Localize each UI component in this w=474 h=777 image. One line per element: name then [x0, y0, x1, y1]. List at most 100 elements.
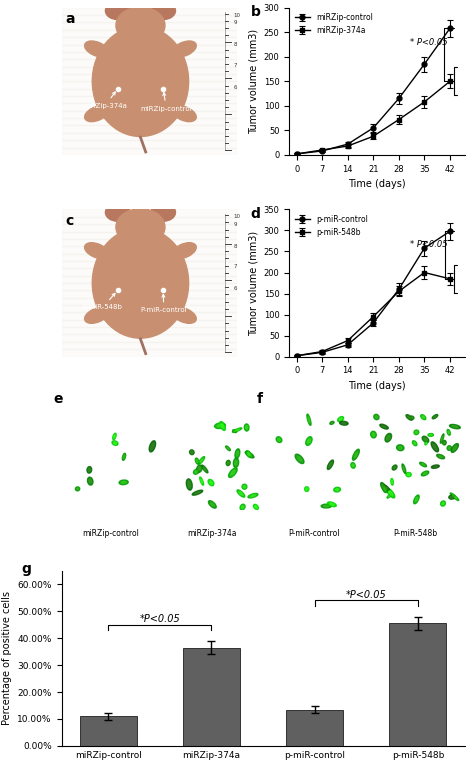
Ellipse shape: [193, 469, 199, 474]
Bar: [62, 52, 237, 59]
X-axis label: Time (days): Time (days): [348, 381, 406, 391]
Ellipse shape: [195, 470, 198, 473]
Ellipse shape: [407, 473, 410, 476]
Bar: [62, 246, 237, 253]
Ellipse shape: [228, 468, 237, 478]
Ellipse shape: [199, 457, 205, 464]
Text: 6: 6: [233, 287, 237, 291]
Ellipse shape: [329, 503, 334, 506]
Bar: [62, 67, 237, 74]
Text: P-miR-control: P-miR-control: [288, 529, 340, 538]
Ellipse shape: [383, 486, 388, 493]
Text: P-miR-548b: P-miR-548b: [82, 294, 122, 311]
Bar: [62, 224, 237, 232]
Ellipse shape: [440, 434, 444, 443]
Ellipse shape: [441, 501, 446, 506]
Ellipse shape: [226, 460, 230, 465]
Ellipse shape: [406, 472, 411, 477]
Ellipse shape: [387, 494, 392, 498]
Bar: [62, 140, 237, 148]
Ellipse shape: [235, 461, 237, 465]
Ellipse shape: [297, 457, 302, 462]
Ellipse shape: [308, 417, 310, 423]
Ellipse shape: [191, 451, 193, 454]
Ellipse shape: [433, 444, 437, 449]
Ellipse shape: [85, 308, 109, 323]
Ellipse shape: [116, 209, 165, 246]
Ellipse shape: [389, 491, 393, 496]
Ellipse shape: [448, 447, 450, 449]
Ellipse shape: [203, 467, 206, 471]
Ellipse shape: [188, 482, 191, 487]
Ellipse shape: [392, 465, 397, 470]
Ellipse shape: [246, 426, 248, 429]
Bar: [62, 217, 237, 224]
Ellipse shape: [307, 439, 310, 443]
Bar: [62, 298, 237, 305]
Text: c: c: [65, 214, 73, 228]
Text: P-miR-548b: P-miR-548b: [393, 529, 438, 538]
Text: g: g: [21, 562, 31, 576]
Bar: [62, 125, 237, 133]
Ellipse shape: [393, 466, 396, 469]
Ellipse shape: [441, 436, 443, 441]
Ellipse shape: [383, 485, 390, 490]
Ellipse shape: [324, 505, 329, 507]
Ellipse shape: [237, 490, 245, 497]
Ellipse shape: [351, 462, 355, 469]
Text: 7: 7: [233, 63, 237, 68]
Ellipse shape: [114, 435, 115, 438]
Legend: p-miR-control, p-miR-548b: p-miR-control, p-miR-548b: [293, 213, 370, 238]
Ellipse shape: [434, 416, 437, 418]
Ellipse shape: [226, 446, 230, 451]
Ellipse shape: [306, 437, 312, 445]
Ellipse shape: [306, 488, 308, 490]
Text: b: b: [251, 5, 261, 19]
Ellipse shape: [410, 417, 413, 419]
Ellipse shape: [231, 470, 235, 475]
Ellipse shape: [375, 416, 378, 418]
Ellipse shape: [382, 426, 386, 428]
Bar: [62, 74, 237, 82]
Ellipse shape: [321, 504, 331, 508]
Ellipse shape: [88, 469, 91, 472]
Ellipse shape: [113, 434, 116, 440]
Ellipse shape: [425, 441, 428, 444]
Ellipse shape: [339, 418, 342, 420]
Ellipse shape: [198, 467, 201, 471]
Y-axis label: Percentage of positive cells: Percentage of positive cells: [2, 591, 12, 726]
Ellipse shape: [210, 503, 214, 507]
Ellipse shape: [428, 434, 433, 437]
Ellipse shape: [412, 441, 417, 446]
Ellipse shape: [195, 491, 200, 494]
Ellipse shape: [413, 442, 416, 444]
Ellipse shape: [196, 460, 198, 462]
Ellipse shape: [444, 441, 445, 444]
Ellipse shape: [336, 489, 339, 491]
Ellipse shape: [255, 506, 257, 508]
Ellipse shape: [397, 444, 404, 451]
Ellipse shape: [331, 422, 333, 423]
Ellipse shape: [210, 481, 212, 484]
Ellipse shape: [227, 462, 229, 465]
Ellipse shape: [402, 464, 406, 473]
Ellipse shape: [423, 472, 427, 475]
Ellipse shape: [242, 484, 247, 490]
Ellipse shape: [172, 242, 196, 259]
Ellipse shape: [410, 416, 414, 420]
Ellipse shape: [85, 242, 109, 259]
Ellipse shape: [388, 495, 391, 497]
Ellipse shape: [452, 426, 457, 427]
Ellipse shape: [92, 26, 189, 137]
Ellipse shape: [247, 453, 252, 456]
Ellipse shape: [209, 500, 216, 508]
Ellipse shape: [244, 424, 249, 431]
Bar: [62, 253, 237, 261]
Ellipse shape: [227, 447, 229, 449]
Ellipse shape: [453, 446, 456, 450]
Ellipse shape: [374, 414, 379, 420]
Ellipse shape: [208, 479, 214, 486]
Bar: [62, 349, 237, 357]
Ellipse shape: [415, 431, 418, 434]
Ellipse shape: [119, 480, 128, 485]
